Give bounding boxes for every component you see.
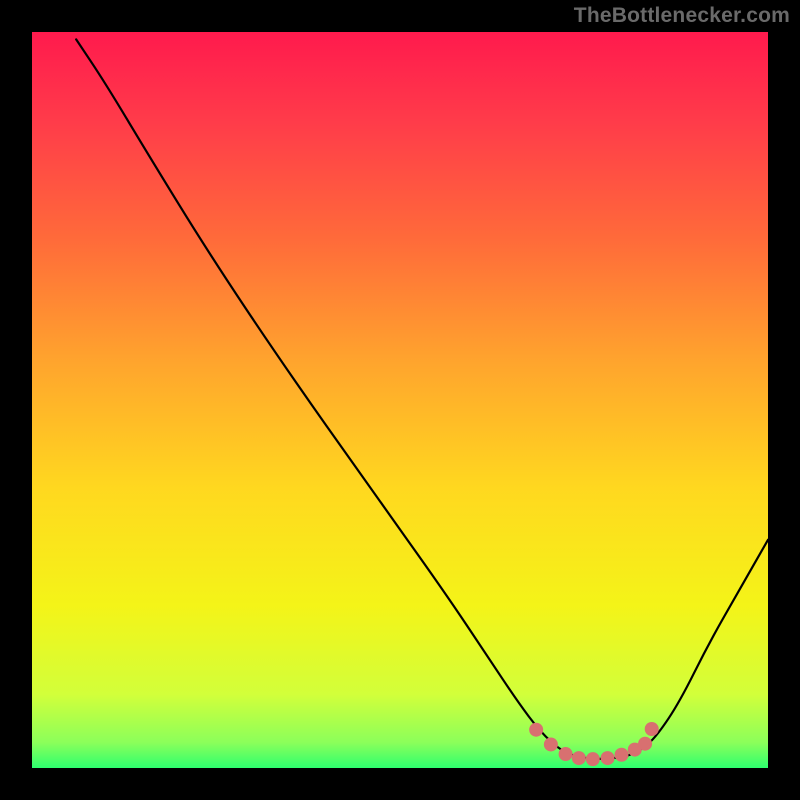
chart-container: TheBottlenecker.com [0, 0, 800, 800]
bottleneck-curve-chart [0, 0, 800, 800]
curve-marker [645, 722, 659, 736]
curve-marker [615, 748, 629, 762]
curve-marker [572, 751, 586, 765]
curve-marker [638, 737, 652, 751]
watermark-text: TheBottlenecker.com [574, 4, 790, 28]
curve-marker [601, 751, 615, 765]
curve-marker [586, 752, 600, 766]
curve-marker [529, 723, 543, 737]
plot-background [32, 32, 768, 768]
curve-marker [544, 737, 558, 751]
curve-marker [559, 747, 573, 761]
